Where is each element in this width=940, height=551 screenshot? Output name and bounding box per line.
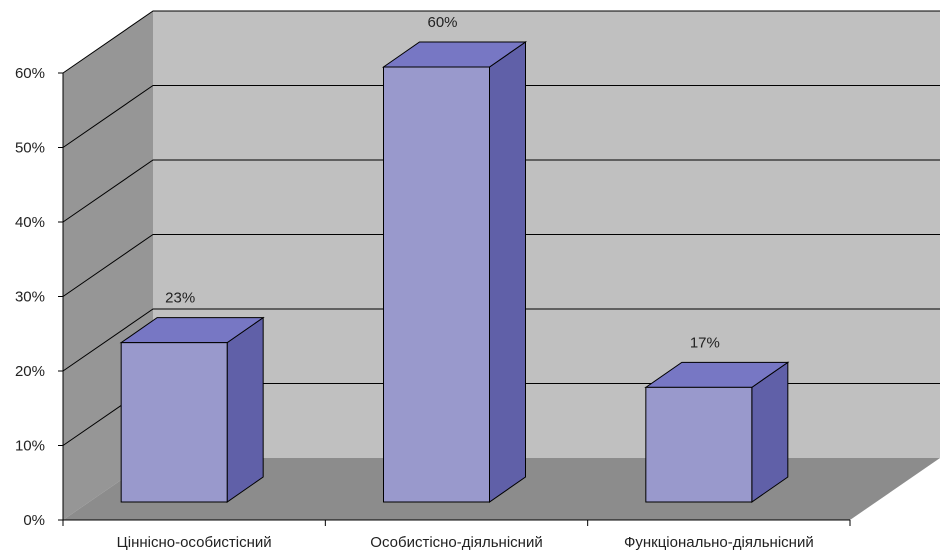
y-tick-label: 40% [15, 214, 45, 231]
y-tick-label: 60% [15, 65, 45, 82]
bar-side [489, 41, 526, 503]
bar-front [383, 66, 490, 503]
bar-front [120, 342, 228, 503]
y-tick-label: 30% [15, 289, 45, 306]
gridline [62, 85, 940, 148]
y-axis-ticks: 0% 10% 20% 30% 40% 50% 60% [15, 65, 63, 529]
data-label: 17% [690, 334, 720, 351]
data-label: 60% [427, 14, 457, 31]
bar-side [226, 316, 264, 503]
y-tick-label: 10% [15, 438, 45, 455]
category-label: Функціонально-діяльнісний [624, 534, 814, 551]
category-label: Особистісно-діяльнісний [370, 534, 542, 551]
y-tick-label: 20% [15, 363, 45, 380]
category-labels: Ціннісно-особистісний Особистісно-діяльні… [117, 534, 814, 551]
gridline [62, 159, 940, 223]
y-tick-label: 0% [23, 512, 45, 529]
gridline [62, 308, 940, 372]
gridline [62, 234, 940, 297]
bars [119, 41, 790, 503]
bar [119, 316, 265, 503]
x-axis-ticks [62, 520, 851, 526]
bar-front [645, 386, 753, 503]
gridline [62, 10, 940, 74]
bar [644, 361, 790, 503]
y-tick-label: 50% [15, 140, 45, 157]
data-label: 23% [165, 290, 195, 307]
bar [381, 41, 528, 503]
data-labels: 23% 60% 17% [165, 14, 720, 351]
category-label: Ціннісно-особистісний [117, 534, 272, 551]
